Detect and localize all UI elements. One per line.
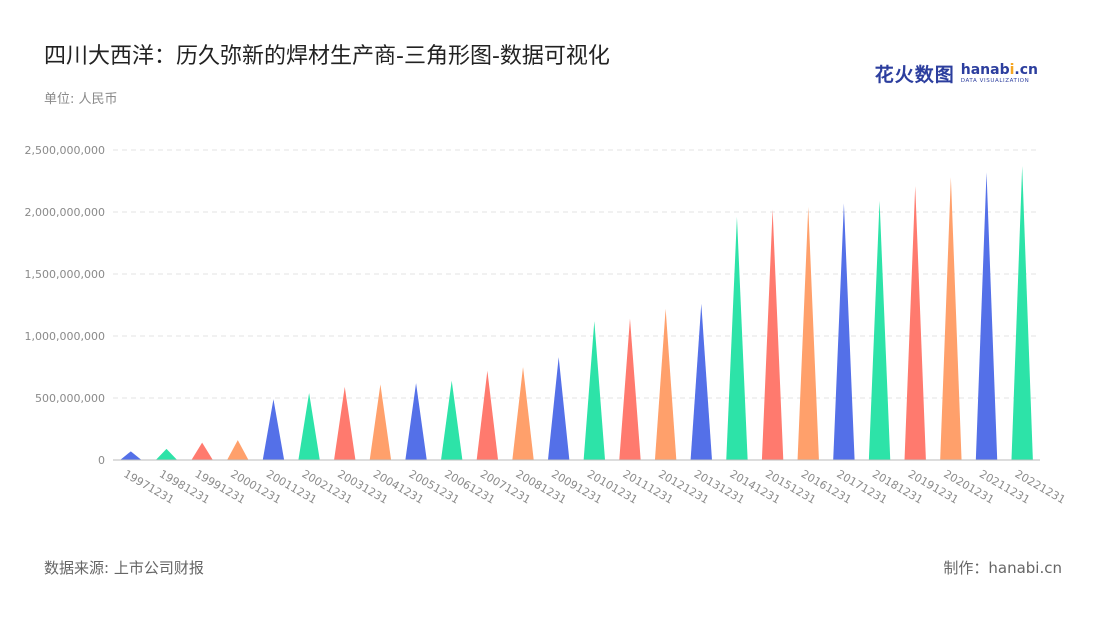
triangle-bar[interactable]	[654, 308, 677, 460]
logo-en-block: hanabi.cn DATA VISUALIZATION	[961, 63, 1038, 85]
triangle-bar[interactable]	[868, 200, 891, 460]
triangle-bar[interactable]	[262, 399, 285, 460]
triangle-bar[interactable]	[940, 177, 962, 460]
triangle-bar[interactable]	[761, 209, 784, 460]
triangle-bar[interactable]	[619, 318, 641, 460]
triangle-bar[interactable]	[547, 357, 570, 460]
triangle-bar[interactable]	[298, 393, 320, 460]
y-axis-ticks: 0 500,000,000 1,000,000,000 1,500,000,000 2,…	[25, 144, 105, 467]
triangle-bar[interactable]	[155, 448, 178, 460]
y-tick-label: 2,000,000,000	[25, 206, 105, 219]
triangle-bar[interactable]	[583, 321, 606, 460]
triangle-bars	[120, 166, 1033, 460]
brand-logo: 花火数图 hanabi.cn DATA VISUALIZATION	[875, 60, 1038, 87]
y-tick-label: 500,000,000	[35, 392, 105, 405]
triangle-bar[interactable]	[369, 384, 392, 460]
triangle-bar[interactable]	[120, 451, 142, 460]
triangle-bar[interactable]	[690, 303, 712, 460]
triangle-bar[interactable]	[405, 383, 427, 460]
credit-note: 制作：hanabi.cn	[943, 559, 1062, 577]
triangle-bar[interactable]	[726, 216, 748, 460]
triangle-bar[interactable]	[227, 440, 249, 460]
triangle-bar[interactable]	[191, 442, 213, 460]
triangle-bar[interactable]	[797, 207, 819, 460]
triangle-bar[interactable]	[904, 185, 926, 460]
triangle-bar[interactable]	[975, 172, 998, 460]
chart-title: 四川大西洋：历久弥新的焊材生产商-三角形图-数据可视化	[44, 44, 610, 69]
unit-label: 单位: 人民币	[44, 92, 118, 107]
triangle-bar[interactable]	[1011, 166, 1033, 460]
triangle-bar[interactable]	[334, 386, 356, 460]
logo-sub-text: DATA VISUALIZATION	[960, 77, 1030, 84]
triangle-bar[interactable]	[833, 203, 855, 460]
logo-en-text: hanabi.cn	[960, 61, 1038, 78]
y-tick-label: 0	[98, 454, 105, 467]
y-tick-label: 1,500,000,000	[25, 268, 105, 281]
y-tick-label: 1,000,000,000	[25, 330, 105, 343]
triangle-bar[interactable]	[512, 367, 534, 460]
logo-cn-text: 花火数图	[874, 64, 955, 86]
y-tick-label: 2,500,000,000	[25, 144, 105, 157]
x-axis-labels: 1997123119981231199912312000123120011231…	[121, 467, 1067, 506]
grid-lines	[113, 149, 1040, 399]
triangle-bar[interactable]	[476, 370, 499, 460]
triangle-bar[interactable]	[441, 380, 463, 460]
data-source-note: 数据来源: 上市公司财报	[44, 559, 204, 577]
